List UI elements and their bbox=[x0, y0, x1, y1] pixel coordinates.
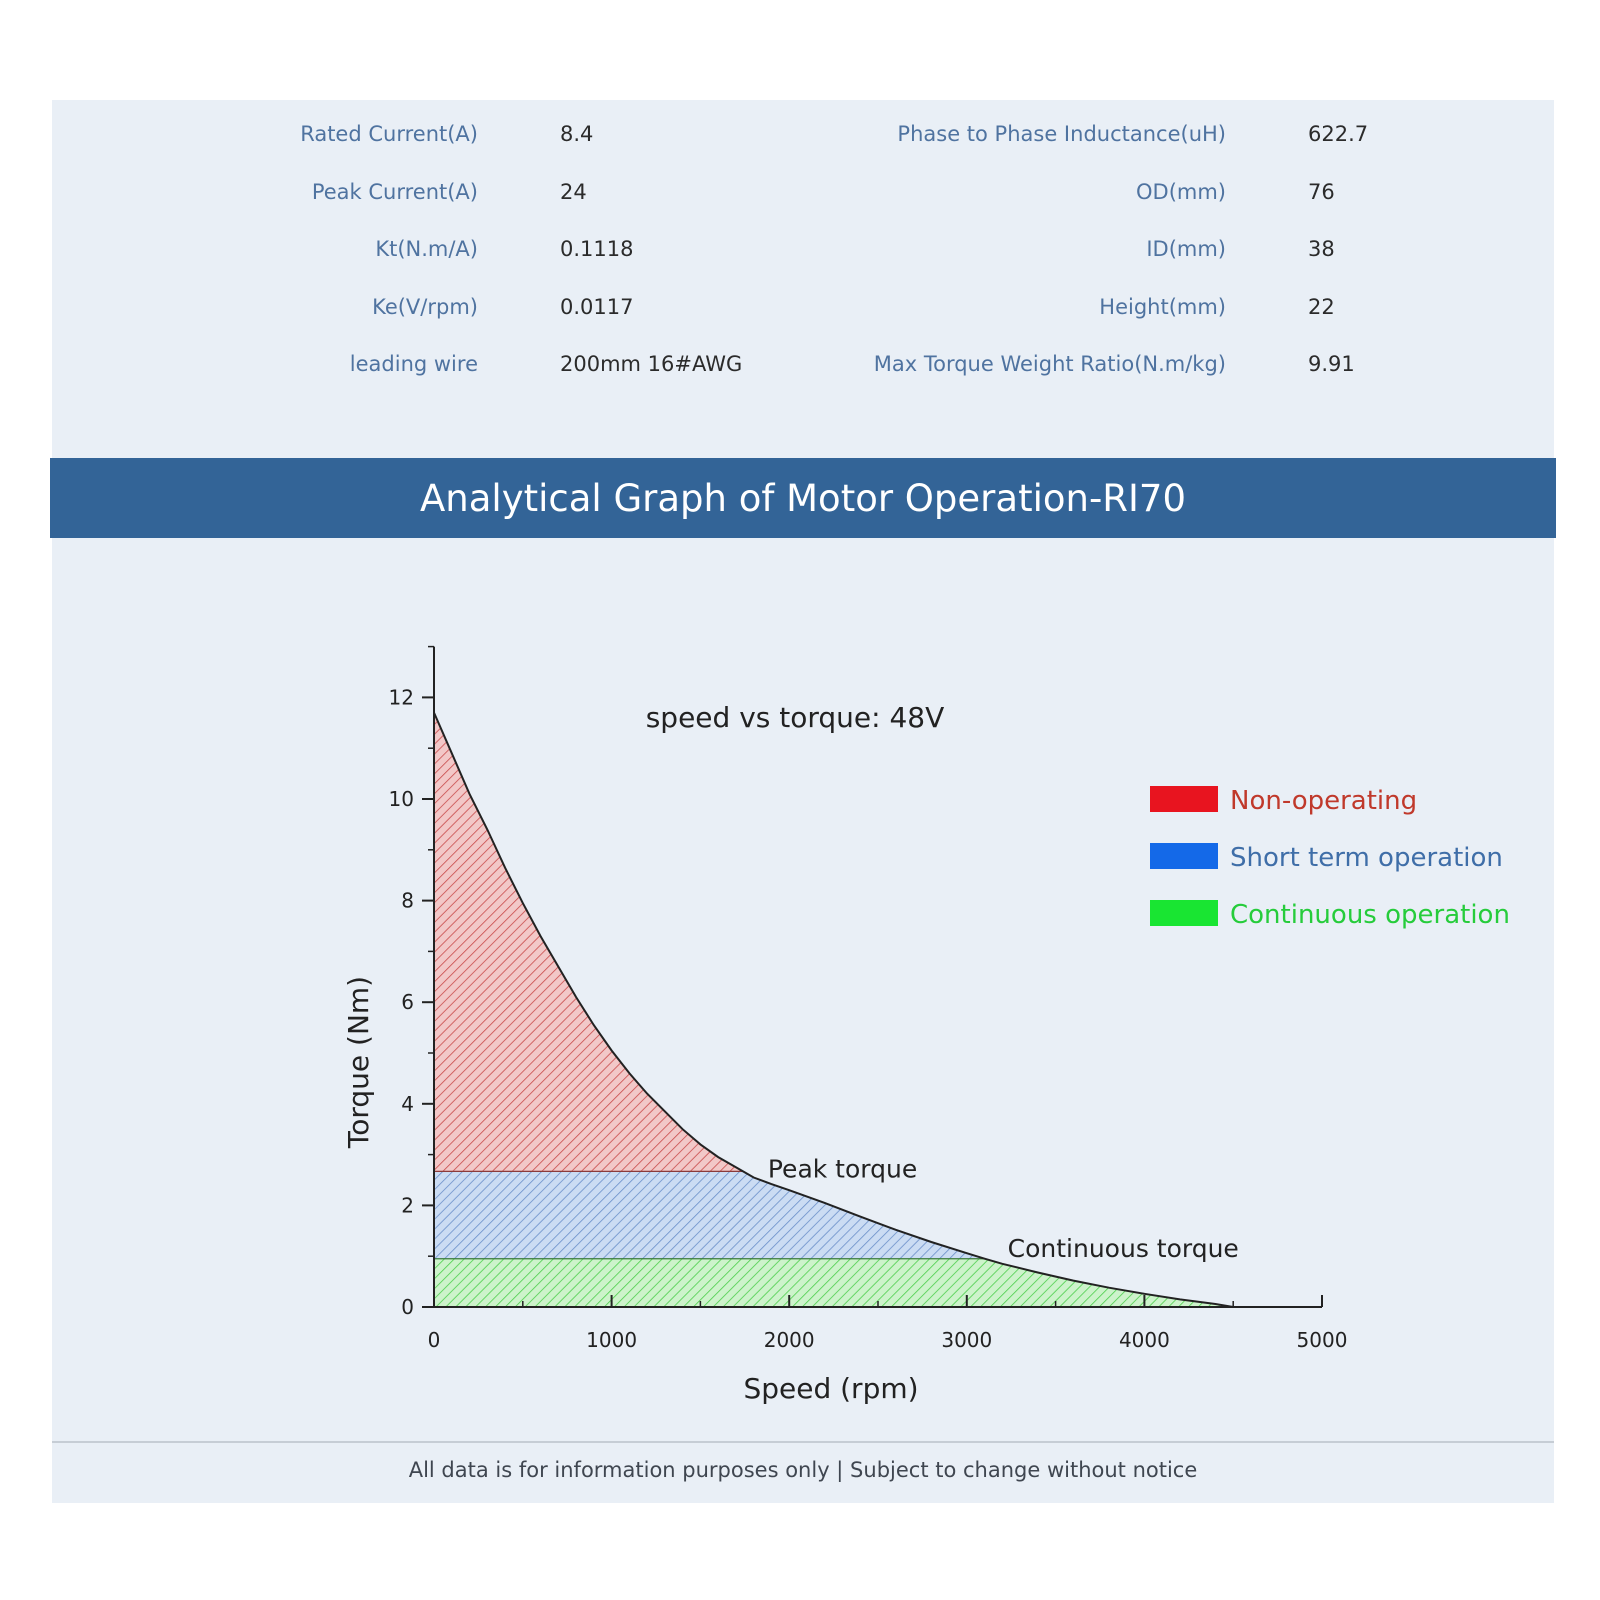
x-tick-label: 4000 bbox=[1119, 1328, 1170, 1352]
spec-label: Max Torque Weight Ratio(N.m/kg) bbox=[873, 352, 1226, 376]
x-tick-label: 5000 bbox=[1297, 1328, 1348, 1352]
section-banner: Analytical Graph of Motor Operation-RI70 bbox=[50, 458, 1556, 538]
spec-label: Phase to Phase Inductance(uH) bbox=[897, 122, 1226, 146]
y-tick-label: 4 bbox=[401, 1092, 414, 1116]
x-tick-label: 0 bbox=[428, 1328, 441, 1352]
x-tick-label: 2000 bbox=[764, 1328, 815, 1352]
spec-value: 38 bbox=[1308, 237, 1335, 261]
legend-swatch bbox=[1150, 843, 1218, 869]
spec-value: 76 bbox=[1308, 179, 1335, 204]
y-tick-label: 0 bbox=[401, 1295, 414, 1319]
y-tick-label: 10 bbox=[389, 787, 414, 811]
spec-value: 9.91 bbox=[1308, 352, 1355, 376]
torque-speed-curve bbox=[433, 712, 1234, 1308]
spec-label: Ke(V/rpm) bbox=[372, 294, 478, 319]
spec-value: 24 bbox=[560, 179, 587, 204]
curve-annotation: Peak torque bbox=[768, 1154, 917, 1183]
banner-title: Analytical Graph of Motor Operation-RI70 bbox=[420, 476, 1186, 520]
short-term-region bbox=[434, 1171, 985, 1259]
x-tick-label: 3000 bbox=[941, 1328, 992, 1352]
legend-label: Non-operating bbox=[1230, 786, 1417, 816]
spec-label: Rated Current(A) bbox=[300, 122, 478, 146]
spec-value: 0.1118 bbox=[560, 237, 634, 261]
chart-title: speed vs torque: 48V bbox=[646, 701, 945, 734]
y-tick-label: 12 bbox=[389, 685, 414, 709]
curve-annotation: Continuous torque bbox=[1008, 1234, 1239, 1263]
spec-value: 200mm 16#AWG bbox=[560, 352, 743, 376]
spec-label: Height(mm) bbox=[1099, 294, 1226, 319]
spec-value: 0.0117 bbox=[560, 294, 634, 319]
x-tick-label: 1000 bbox=[586, 1328, 637, 1352]
spec-label: Kt(N.m/A) bbox=[375, 237, 478, 261]
spec-label: leading wire bbox=[349, 352, 478, 376]
legend-label: Short term operation bbox=[1230, 843, 1503, 873]
legend-label: Continuous operation bbox=[1230, 900, 1510, 930]
y-axis-label: Torque (Nm) bbox=[342, 976, 375, 1149]
spec-label: OD(mm) bbox=[1136, 179, 1226, 204]
spec-label: Peak Current(A) bbox=[311, 179, 478, 204]
footer-disclaimer: All data is for information purposes onl… bbox=[408, 1458, 1198, 1482]
x-axis-label: Speed (rpm) bbox=[743, 1372, 918, 1405]
spec-value: 22 bbox=[1308, 294, 1335, 319]
legend-swatch bbox=[1150, 786, 1218, 812]
y-tick-label: 6 bbox=[401, 990, 414, 1014]
non-operating-region bbox=[434, 712, 743, 1172]
legend-swatch bbox=[1150, 900, 1218, 926]
spec-label: ID(mm) bbox=[1146, 237, 1226, 261]
spec-value: 8.4 bbox=[560, 122, 594, 146]
spec-value: 622.7 bbox=[1308, 122, 1369, 146]
y-tick-label: 8 bbox=[401, 889, 414, 913]
y-tick-label: 2 bbox=[401, 1193, 414, 1217]
continuous-region bbox=[434, 1258, 1234, 1307]
footer-divider bbox=[52, 1441, 1554, 1443]
